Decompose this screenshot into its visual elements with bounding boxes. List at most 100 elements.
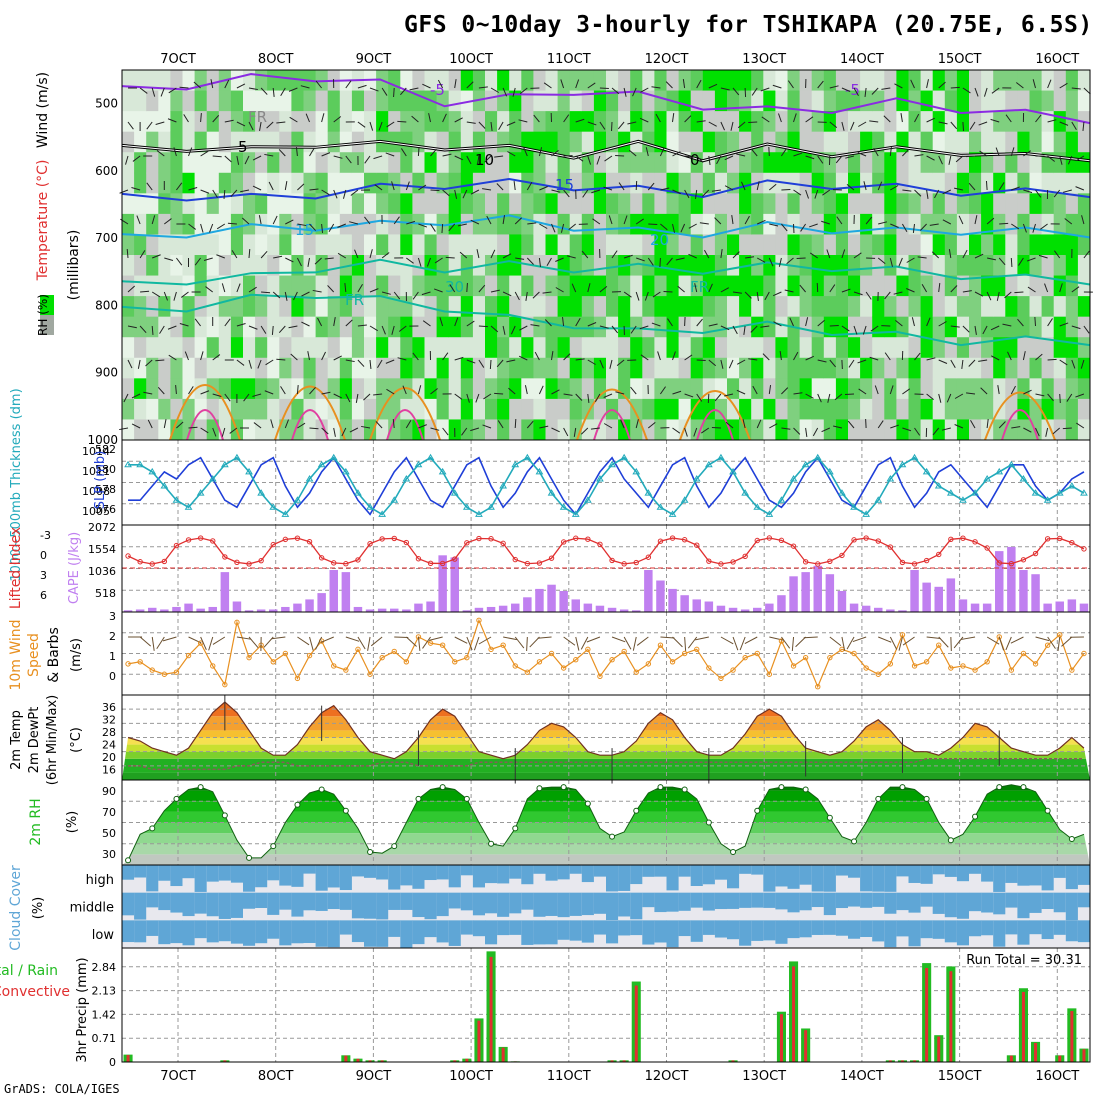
rh-cell [569, 131, 583, 153]
rh-cell [763, 419, 776, 441]
wind-barb [563, 353, 571, 361]
wind-barb [582, 189, 589, 198]
rh-cell [400, 152, 413, 174]
li-point [645, 554, 652, 560]
rh-cell [557, 337, 571, 359]
wind-barb [459, 251, 468, 259]
rh-cell [981, 275, 994, 297]
rh-cell [666, 378, 680, 400]
wind-point [802, 654, 809, 661]
rh-cell [799, 234, 813, 256]
cape-tick: 1554 [88, 543, 116, 556]
wind-barb [672, 351, 676, 361]
cloud-fill [908, 920, 922, 947]
x-tick-bottom: 16OCT [1035, 1069, 1079, 1084]
wind-barb [261, 291, 271, 294]
cloud-fill [823, 865, 837, 892]
rh-cell [751, 296, 764, 318]
rh-cell [787, 419, 801, 441]
rh-cell [424, 234, 438, 256]
y-tick-pressure: 500 [95, 97, 118, 111]
wind-barb [779, 351, 782, 361]
wind-barb [587, 82, 596, 89]
wind-point [125, 661, 131, 667]
convective-bar [223, 1060, 227, 1062]
rh-cell [896, 255, 909, 277]
wind-point [887, 661, 894, 667]
wind-barb [454, 356, 464, 361]
wind-barb [853, 325, 858, 335]
rh-cell [739, 70, 752, 92]
cape-bar [740, 609, 750, 612]
x-tick-bottom: 12OCT [645, 1069, 689, 1084]
cloud-fill [642, 920, 655, 945]
rh-cell [666, 357, 680, 379]
wind-barb [309, 188, 319, 191]
wind-barb [914, 352, 921, 361]
thickness-point [366, 503, 374, 510]
rh-cell [787, 337, 801, 359]
rh-cell [1065, 172, 1079, 194]
wind-barb [478, 121, 486, 129]
cape-bar [995, 551, 1004, 612]
surface-barb [503, 636, 517, 641]
wind-barb [672, 390, 682, 395]
wind-barb [519, 325, 528, 331]
rh-cell [860, 193, 873, 215]
wind-barb [273, 255, 283, 259]
rh-cell [702, 337, 716, 359]
rh-cell [690, 255, 704, 277]
rh-cell [267, 152, 280, 174]
convective-bar [634, 985, 638, 1062]
rh-cell [1017, 357, 1030, 379]
rh-cell [1029, 255, 1043, 277]
cloud-fill [400, 892, 413, 910]
rh-cell [388, 172, 401, 194]
wind-barb [1017, 318, 1024, 327]
slp-tick: 1011 [82, 465, 110, 478]
cloud-fill [956, 920, 970, 946]
cape-bar [1019, 570, 1028, 612]
rh-cell [569, 296, 583, 318]
wind-barb [841, 249, 846, 259]
cape-bar [970, 603, 980, 612]
rh-cell [1065, 419, 1079, 441]
wind-barb [297, 183, 305, 191]
rh-cell [678, 172, 692, 194]
contour-label: 5 [238, 138, 248, 156]
li-point [500, 540, 506, 547]
wind-barb [1052, 427, 1061, 435]
wind-point [282, 650, 289, 657]
wind-barb [1002, 323, 1012, 327]
wind-barb [309, 427, 319, 430]
rh-cell [545, 296, 559, 318]
wind-barb [131, 393, 141, 399]
wind-barb [912, 223, 915, 233]
cloud-fill [388, 892, 401, 910]
cloud-fill [690, 892, 704, 908]
wind-barb [1010, 257, 1013, 268]
wind-label: Wind (m/s) [35, 72, 51, 148]
rh-cell [1077, 378, 1091, 400]
wind-barb [573, 427, 577, 437]
rh-cell [158, 193, 171, 215]
cloud-fill [1029, 865, 1043, 886]
rh-cell [690, 172, 704, 194]
wind-barb [716, 155, 722, 165]
rh-point [318, 786, 325, 793]
wind-barb [938, 155, 943, 165]
wind-barb [620, 419, 625, 429]
rh-cell [436, 152, 450, 174]
thickness-point [583, 496, 592, 503]
rh-cell [448, 90, 462, 112]
precip-legend-conv: Convective [0, 984, 70, 1000]
rh-cell [545, 357, 559, 379]
convective-bar [1034, 1042, 1038, 1062]
rh-cell [460, 152, 474, 174]
wind-barb [926, 189, 929, 199]
rh-cell [581, 316, 595, 338]
rh-cell [400, 172, 413, 194]
rh-cell [206, 70, 220, 92]
cape-bar [668, 588, 677, 612]
rh-cell [485, 193, 498, 215]
